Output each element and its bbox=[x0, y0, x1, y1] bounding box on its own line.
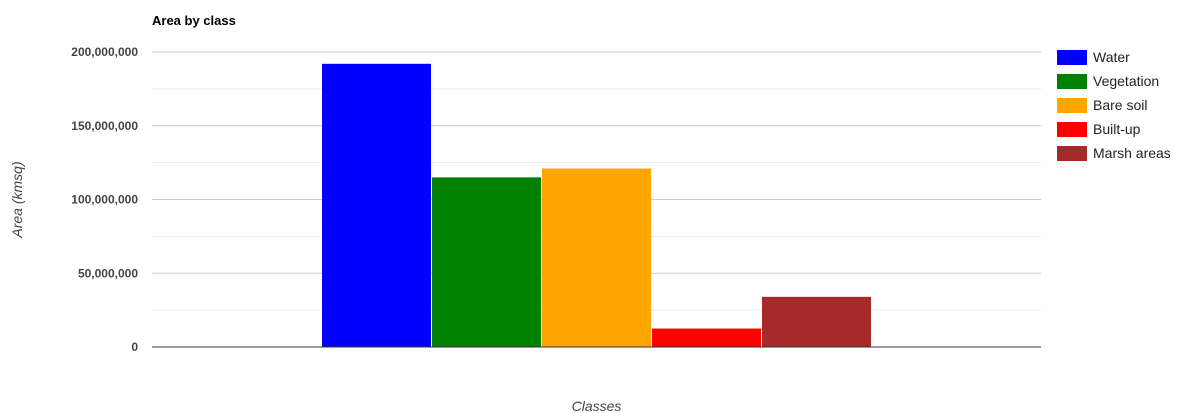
bar-water[interactable] bbox=[322, 63, 431, 348]
legend-swatch bbox=[1057, 146, 1087, 161]
legend-swatch bbox=[1057, 50, 1087, 65]
y-tick-label: 100,000,000 bbox=[71, 193, 138, 207]
y-tick-label: 50,000,000 bbox=[78, 266, 138, 280]
bar-bare-soil[interactable] bbox=[542, 168, 651, 347]
x-axis-label: Classes bbox=[572, 398, 622, 413]
legend-label: Water bbox=[1093, 49, 1130, 65]
y-tick-label: 0 bbox=[131, 340, 138, 354]
bar-built-up[interactable] bbox=[652, 328, 761, 347]
y-tick-label: 150,000,000 bbox=[71, 119, 138, 133]
legend-swatch bbox=[1057, 74, 1087, 89]
y-axis-ticks: 0 50,000,000 100,000,000 150,000,000 200,000… bbox=[71, 45, 138, 354]
legend-label: Marsh areas bbox=[1093, 145, 1171, 161]
legend-label: Bare soil bbox=[1093, 97, 1147, 113]
bar-marsh-areas[interactable] bbox=[762, 296, 871, 347]
y-tick-label: 200,000,000 bbox=[71, 45, 138, 59]
legend-swatch bbox=[1057, 98, 1087, 113]
bar-vegetation[interactable] bbox=[432, 177, 541, 347]
legend-label: Built-up bbox=[1093, 121, 1141, 137]
legend: Water Vegetation Bare soil Built-up Marsh ar… bbox=[1057, 49, 1171, 161]
legend-swatch bbox=[1057, 122, 1087, 137]
chart-title: Area by class bbox=[152, 13, 236, 28]
legend-label: Vegetation bbox=[1093, 73, 1159, 89]
y-axis-label: Area (kmsq) bbox=[9, 161, 25, 238]
bars bbox=[322, 63, 871, 348]
